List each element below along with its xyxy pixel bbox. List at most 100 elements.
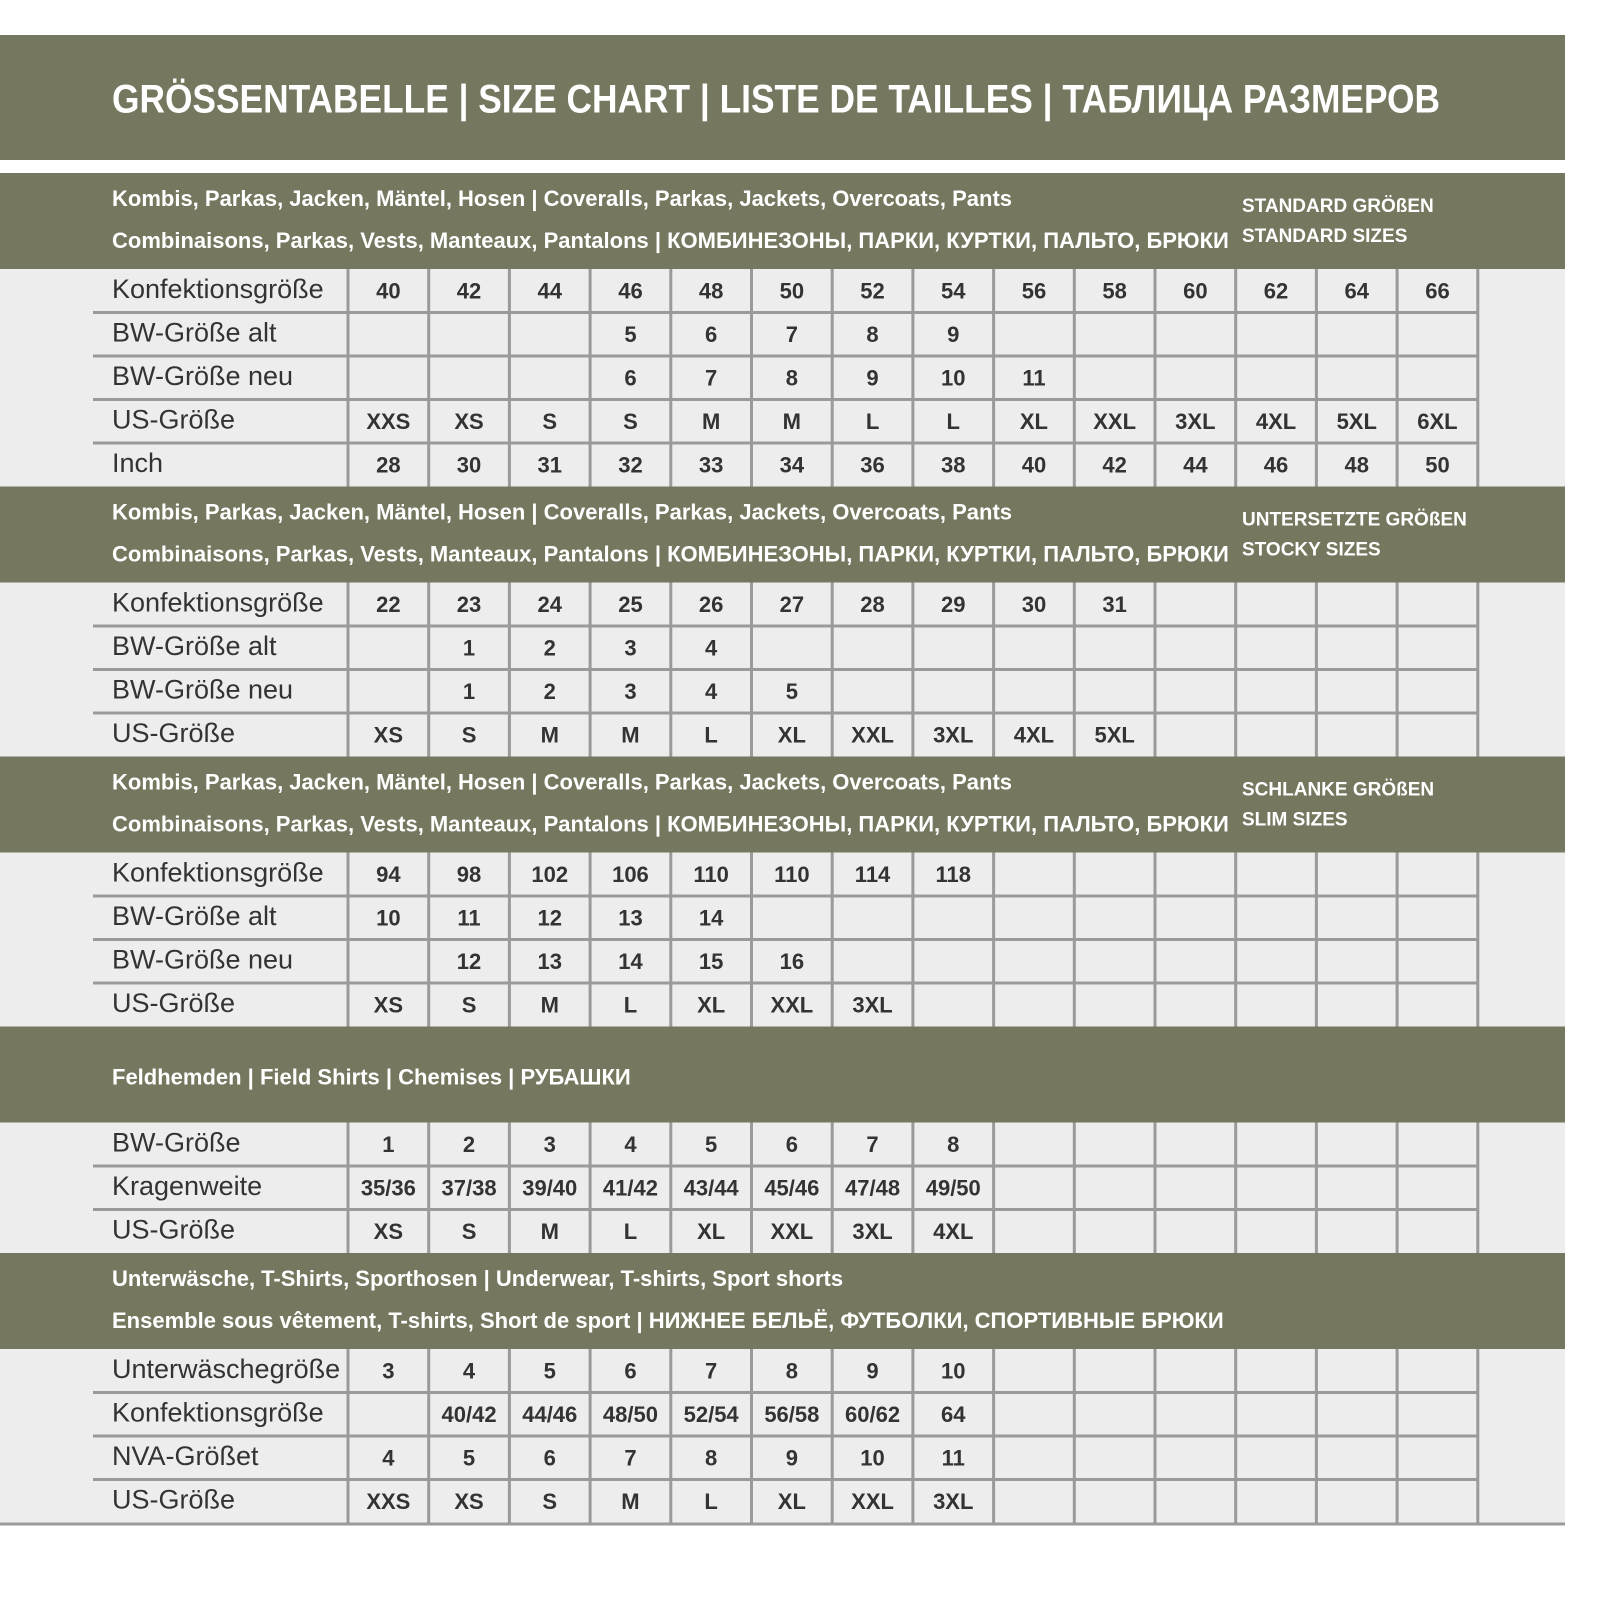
cell: 28 [860,592,884,617]
section-header [0,486,1565,583]
cell: 106 [612,862,649,887]
cell: 2 [463,1132,475,1157]
cell: 3 [382,1359,394,1384]
row-label: US-Größe [112,404,235,434]
cell: 50 [1425,453,1449,478]
cell: 47/48 [845,1176,900,1201]
cell: M [783,409,801,434]
cell: 3XL [933,1489,973,1514]
cell: L [866,409,879,434]
row-label: Konfektionsgröße [112,857,324,887]
cell: 6 [624,366,636,391]
cell: 31 [538,453,562,478]
cell: 46 [618,279,642,304]
cell: 6 [544,1446,556,1471]
cell: 11 [942,1446,965,1471]
cell: 7 [705,366,717,391]
section-badge: STOCKY SIZES [1242,540,1381,561]
row-label: BW-Größe [112,1127,241,1157]
cell: 12 [538,906,562,931]
section-title: Unterwäsche, T-Shirts, Sporthosen | Unde… [112,1266,843,1291]
cell: 3XL [852,993,892,1018]
cell: M [541,1219,559,1244]
section-header [0,756,1565,853]
cell: XL [1020,409,1048,434]
cell: 5XL [1094,723,1134,748]
cell: 7 [786,322,798,347]
cell: 50 [780,279,804,304]
cell: 60 [1183,279,1207,304]
cell: 110 [774,862,810,887]
cell: 37/38 [442,1176,497,1201]
cell: 8 [786,1359,798,1384]
cell: L [947,409,960,434]
section-header [0,173,1565,269]
cell: 9 [947,322,959,347]
cell: XS [454,1489,483,1514]
row-label: US-Größe [112,988,235,1018]
cell: 4XL [1256,409,1296,434]
cell: XS [454,409,483,434]
row-label: BW-Größe alt [112,631,277,661]
cell: 43/44 [684,1176,740,1201]
cell: XXL [770,1219,813,1244]
cell: 48 [699,279,723,304]
cell: 114 [855,862,891,887]
cell: L [624,993,637,1018]
row-label: US-Größe [112,1214,235,1244]
cell: XL [778,723,806,748]
cell: 8 [705,1446,717,1471]
cell: 29 [941,592,965,617]
cell: L [624,1219,637,1244]
cell: 40 [1022,453,1046,478]
cell: 14 [699,906,724,931]
cell: 3 [544,1132,556,1157]
cell: 2 [544,679,556,704]
cell: 9 [786,1446,798,1471]
cell: 98 [457,862,481,887]
cell: 25 [618,592,642,617]
cell: 10 [941,366,965,391]
cell: S [462,723,477,748]
cell: 7 [705,1359,717,1384]
cell: 42 [1102,453,1126,478]
cell: 35/36 [361,1176,416,1201]
row-label: US-Größe [112,718,235,748]
cell: S [542,409,557,434]
cell: S [623,409,638,434]
cell: 15 [699,949,723,974]
cell: 38 [941,453,965,478]
row-label: Inch [112,448,163,478]
cell: M [702,409,720,434]
cell: 3 [624,636,636,661]
cell: 45/46 [764,1176,819,1201]
cell: 6XL [1417,409,1457,434]
cell: 5 [624,322,636,347]
cell: 22 [376,592,400,617]
cell: 14 [618,949,643,974]
cell: 52 [860,279,884,304]
cell: XXS [366,1489,410,1514]
cell: 54 [941,279,966,304]
cell: 6 [786,1132,798,1157]
cell: XXL [851,1489,894,1514]
cell: 4 [382,1446,395,1471]
cell: 30 [1022,592,1046,617]
cell: 24 [538,592,563,617]
cell: 12 [457,949,481,974]
cell: L [704,1489,717,1514]
cell: 9 [866,366,878,391]
cell: 4 [624,1132,637,1157]
cell: 60/62 [845,1402,900,1427]
cell: 26 [699,592,723,617]
section-header [0,1253,1565,1349]
cell: 6 [624,1359,636,1384]
cell: L [704,723,717,748]
section-title: Combinaisons, Parkas, Vests, Manteaux, P… [112,811,1229,836]
section-badge: UNTERSETZTE GRÖßEN [1242,510,1467,531]
cell: 4 [463,1359,476,1384]
section-title: Kombis, Parkas, Jacken, Mäntel, Hosen | … [112,769,1012,794]
cell: 32 [618,453,642,478]
cell: 11 [1022,366,1045,391]
